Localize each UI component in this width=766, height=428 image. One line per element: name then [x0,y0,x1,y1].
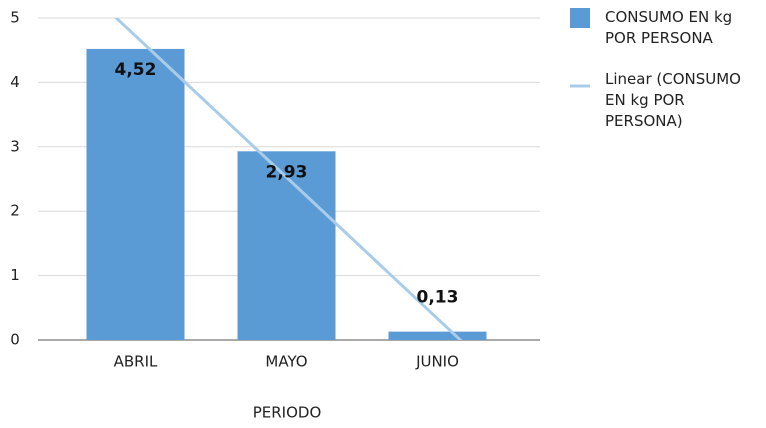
legend-label: Linear (CONSUMO EN kg POR PERSONA) [605,70,741,130]
bar [237,151,336,340]
value-label: 0,13 [417,288,459,308]
y-tick-label: 3 [10,137,20,155]
bar [388,331,487,340]
y-tick-label: 1 [10,266,20,284]
x-tick-label: ABRIL [114,353,158,371]
value-label: 2,93 [266,162,308,182]
x-axis-label: PERIODO [253,404,322,422]
legend-swatch [570,8,590,28]
y-tick-label: 5 [10,9,20,27]
value-label: 4,52 [115,60,157,80]
trendline [114,18,463,340]
legend-label: CONSUMO EN kg POR PERSONA [605,8,732,47]
y-tick-label: 0 [10,331,20,349]
y-tick-label: 2 [10,202,20,220]
bar [86,48,185,341]
y-tick-label: 4 [10,73,20,91]
x-tick-label: JUNIO [415,353,459,371]
x-tick-label: MAYO [265,353,307,371]
